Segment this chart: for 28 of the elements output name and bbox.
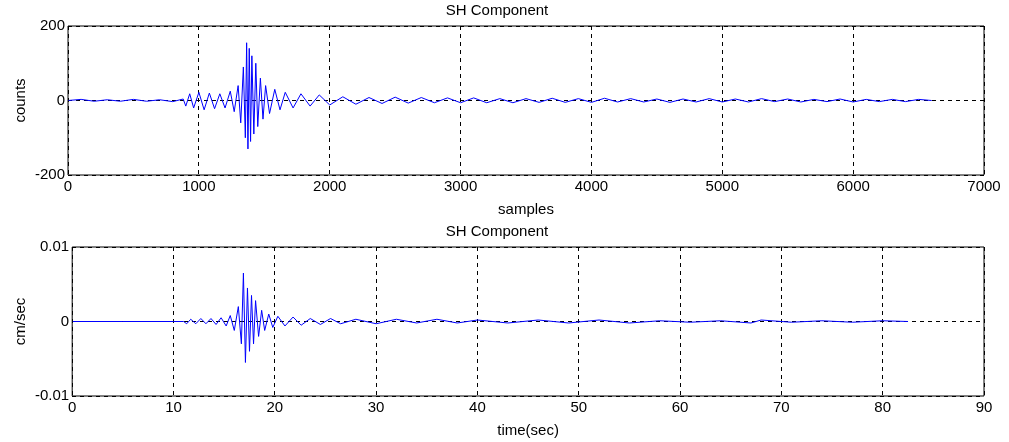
x-axis-title: time(sec): [497, 421, 559, 439]
y-tick-label: 0: [60, 311, 70, 329]
y-tick-label: 200: [39, 16, 66, 34]
y-axis-title: counts: [11, 78, 29, 123]
x-tick-label: 2000: [313, 177, 347, 195]
x-tick-label: 80: [874, 398, 892, 416]
x-axis-title: samples: [498, 200, 554, 218]
y-tick-label: -200: [34, 165, 66, 183]
x-tick-label: 4000: [574, 177, 609, 195]
x-tick-label: 30: [367, 398, 385, 416]
x-tick-label: 6000: [836, 177, 870, 195]
x-tick-label: 90: [975, 398, 993, 416]
y-tick-label: 0.01: [39, 237, 70, 255]
x-tick-label: 1000: [182, 177, 216, 195]
x-tick-label: 70: [773, 398, 790, 416]
y-tick-label: -0.01: [34, 386, 70, 404]
y-tick-label: 0: [56, 90, 66, 108]
x-tick-label: 20: [266, 398, 284, 416]
x-tick-label: 40: [469, 398, 486, 416]
y-axis-title: cm/sec: [11, 297, 29, 346]
chart-title: SH Component: [445, 1, 550, 19]
x-tick-label: 7000: [967, 177, 1001, 195]
x-tick-label: 5000: [705, 177, 739, 195]
x-tick-label: 60: [671, 398, 689, 416]
chart-title: SH Component: [445, 222, 550, 240]
x-tick-label: 10: [165, 398, 182, 416]
x-tick-label: 3000: [443, 177, 478, 195]
x-tick-label: 50: [570, 398, 588, 416]
